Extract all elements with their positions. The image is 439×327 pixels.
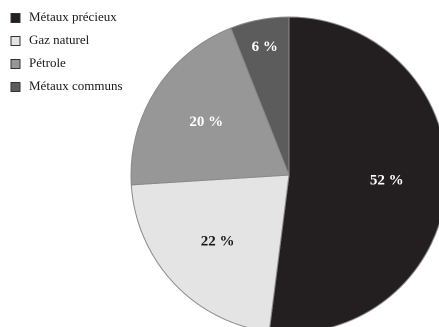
legend-label: Métaux communs xyxy=(29,78,123,93)
legend-item-metaux-communs: Métaux communs xyxy=(10,78,123,93)
pie-slices xyxy=(130,16,439,327)
legend-item-petrole: Pétrole xyxy=(10,55,66,70)
legend-swatch xyxy=(10,36,21,46)
pie-slice-metaux-precieux xyxy=(269,16,439,327)
slice-value-label-metaux-communs: 6 % xyxy=(252,39,278,55)
legend-label: Métaux précieux xyxy=(29,9,117,24)
legend-swatch xyxy=(10,59,21,69)
legend-label: Pétrole xyxy=(29,55,66,70)
legend-item-gaz-naturel: Gaz naturel xyxy=(10,32,90,47)
pie-slice-petrole xyxy=(130,27,290,186)
pie-slice-metaux-communs xyxy=(230,16,290,176)
slice-value-label-metaux-precieux: 52 % xyxy=(370,173,404,189)
legend-label: Gaz naturel xyxy=(29,32,90,47)
legend-swatch xyxy=(10,13,21,23)
legend-item-metaux-precieux: Métaux précieux xyxy=(10,9,117,24)
pie-slice-gaz-naturel xyxy=(130,174,290,327)
slice-value-label-gaz-naturel: 22 % xyxy=(201,234,235,250)
pie-value-labels: 52 % 22 % 20 % 6 % xyxy=(189,39,403,249)
legend-swatch xyxy=(10,82,21,92)
legend: Métaux précieux Gaz naturel Pétrole Métaux … xyxy=(10,9,123,93)
slice-value-label-petrole: 20 % xyxy=(189,114,223,130)
